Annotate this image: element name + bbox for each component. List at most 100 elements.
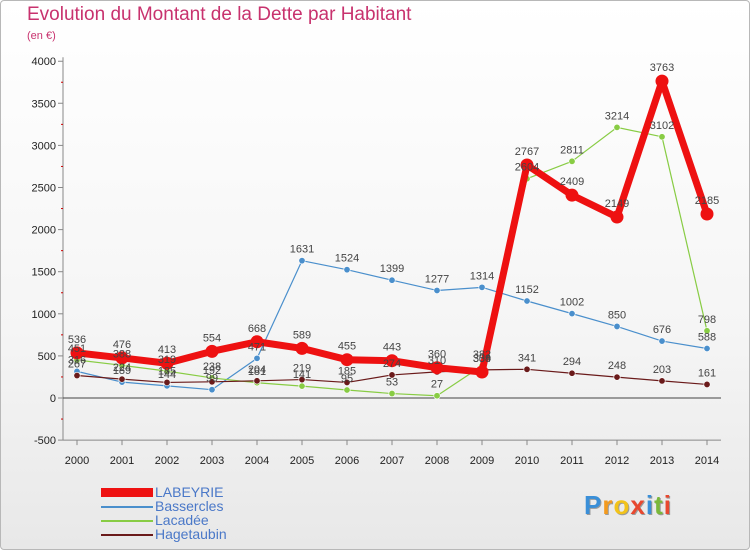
data-label-hagetaubin: 334 <box>473 353 491 365</box>
data-label-labeyrie: 2185 <box>695 195 719 207</box>
data-point-hagetaubin <box>613 373 621 381</box>
logo-letter: r <box>602 490 614 520</box>
legend-swatch <box>101 520 153 522</box>
data-label-hagetaubin: 310 <box>428 355 446 367</box>
data-point-bassercles <box>568 310 576 318</box>
data-label-labeyrie: 455 <box>338 341 356 353</box>
data-point-labeyrie <box>295 341 309 355</box>
chart-axes: -500 0 500 1000 1500 2000 2500 3000 3500 4000 2000… <box>32 56 721 467</box>
data-point-bassercles <box>523 297 531 305</box>
logo-letter: P <box>584 490 603 520</box>
data-point-labeyrie <box>700 207 714 221</box>
y-tick-label: 0 <box>50 393 56 405</box>
y-tick-label: 4000 <box>32 56 56 68</box>
chart-unit-label: (en €) <box>27 30 56 42</box>
data-label-lacadée: 2811 <box>560 144 584 156</box>
data-label-hagetaubin: 224 <box>113 362 131 374</box>
data-point-lacadée <box>703 327 711 335</box>
legend-label: Lacadée <box>155 512 209 528</box>
x-tick-label: 2005 <box>290 455 314 467</box>
data-point-hagetaubin <box>343 378 351 386</box>
logo-letter: t <box>654 490 664 520</box>
data-label-labeyrie: 2409 <box>560 176 584 188</box>
data-label-lacadée: 319 <box>158 354 176 366</box>
series-line-labeyrie <box>76 77 711 376</box>
x-tick-label: 2004 <box>245 455 269 467</box>
data-label-lacadée: 388 <box>113 348 131 360</box>
data-point-lacadée <box>298 382 306 390</box>
data-point-hagetaubin <box>568 369 576 377</box>
data-point-hagetaubin <box>118 375 126 383</box>
data-point-labeyrie <box>475 365 489 379</box>
data-point-bassercles <box>253 354 261 362</box>
data-label-labeyrie: 536 <box>68 334 86 346</box>
data-label-hagetaubin: 248 <box>608 360 626 372</box>
data-point-hagetaubin <box>703 380 711 388</box>
data-point-labeyrie <box>115 351 129 365</box>
y-tick-label: -500 <box>34 435 56 447</box>
data-point-bassercles <box>433 286 441 294</box>
data-label-labeyrie: 360 <box>428 349 446 361</box>
data-label-hagetaubin: 267 <box>68 359 86 371</box>
x-tick-label: 2001 <box>110 455 134 467</box>
y-tick-label: 3500 <box>32 98 56 110</box>
data-label-hagetaubin: 185 <box>338 365 356 377</box>
data-label-lacadée: 451 <box>68 343 86 355</box>
data-point-bassercles <box>703 344 711 352</box>
y-tick-label: 1500 <box>32 267 56 279</box>
data-label-hagetaubin: 185 <box>158 365 176 377</box>
data-point-lacadée <box>658 133 666 141</box>
data-label-lacadée: 382 <box>473 349 491 361</box>
data-label-lacadée: 238 <box>203 361 221 373</box>
data-point-labeyrie <box>565 188 579 202</box>
data-label-labeyrie: 309 <box>473 353 491 365</box>
data-point-hagetaubin <box>163 378 171 386</box>
data-label-bassercles: 1002 <box>560 297 584 309</box>
data-label-bassercles: 850 <box>608 309 626 321</box>
data-label-bassercles: 471 <box>248 341 266 353</box>
logo-letter: x <box>630 490 646 520</box>
data-label-lacadée: 3214 <box>605 110 629 122</box>
data-point-hagetaubin <box>658 377 666 385</box>
series-lines <box>70 74 714 400</box>
data-point-lacadée <box>613 123 621 131</box>
data-point-labeyrie <box>385 354 399 368</box>
data-label-labeyrie: 668 <box>248 323 266 335</box>
x-tick-label: 2002 <box>155 455 179 467</box>
x-tick-label: 2014 <box>695 455 719 467</box>
data-point-lacadée <box>568 157 576 165</box>
data-label-bassercles: 1277 <box>425 273 449 285</box>
data-label-hagetaubin: 294 <box>563 356 581 368</box>
data-label-bassercles: 1524 <box>335 253 359 265</box>
data-label-labeyrie: 413 <box>158 344 176 356</box>
data-label-labeyrie: 554 <box>203 332 221 344</box>
logo-letter: i <box>663 490 672 520</box>
data-point-hagetaubin <box>208 378 216 386</box>
data-point-bassercles <box>478 283 486 291</box>
y-tick-label: 2000 <box>32 225 56 237</box>
logo-letter: i <box>645 490 655 520</box>
data-labels: 536 476 413 554 668 589 455 443 360 309 2767 2409 21… <box>68 62 719 391</box>
data-point-lacadée <box>388 390 396 398</box>
data-point-hagetaubin <box>253 377 261 385</box>
data-label-lacadée: 181 <box>248 366 266 378</box>
data-label-lacadée: 2604 <box>515 162 539 174</box>
x-tick-label: 2012 <box>605 455 629 467</box>
x-tick-label: 2003 <box>200 455 224 467</box>
data-point-labeyrie <box>160 356 174 370</box>
legend-label: LABEYRIE <box>155 484 224 500</box>
data-label-lacadée: 27 <box>431 379 443 391</box>
y-tick-label: 2500 <box>32 183 56 195</box>
data-label-hagetaubin: 192 <box>203 365 221 377</box>
data-point-labeyrie <box>70 346 84 360</box>
data-label-labeyrie: 2767 <box>515 146 539 158</box>
data-label-lacadée: 3102 <box>650 120 674 132</box>
data-label-bassercles: 144 <box>158 369 176 381</box>
data-label-labeyrie: 443 <box>383 342 401 354</box>
data-point-labeyrie <box>430 361 444 375</box>
y-tick-label: 500 <box>38 351 56 363</box>
data-point-hagetaubin <box>73 372 81 380</box>
data-label-bassercles: 316 <box>68 354 86 366</box>
legend-swatch <box>101 506 153 508</box>
